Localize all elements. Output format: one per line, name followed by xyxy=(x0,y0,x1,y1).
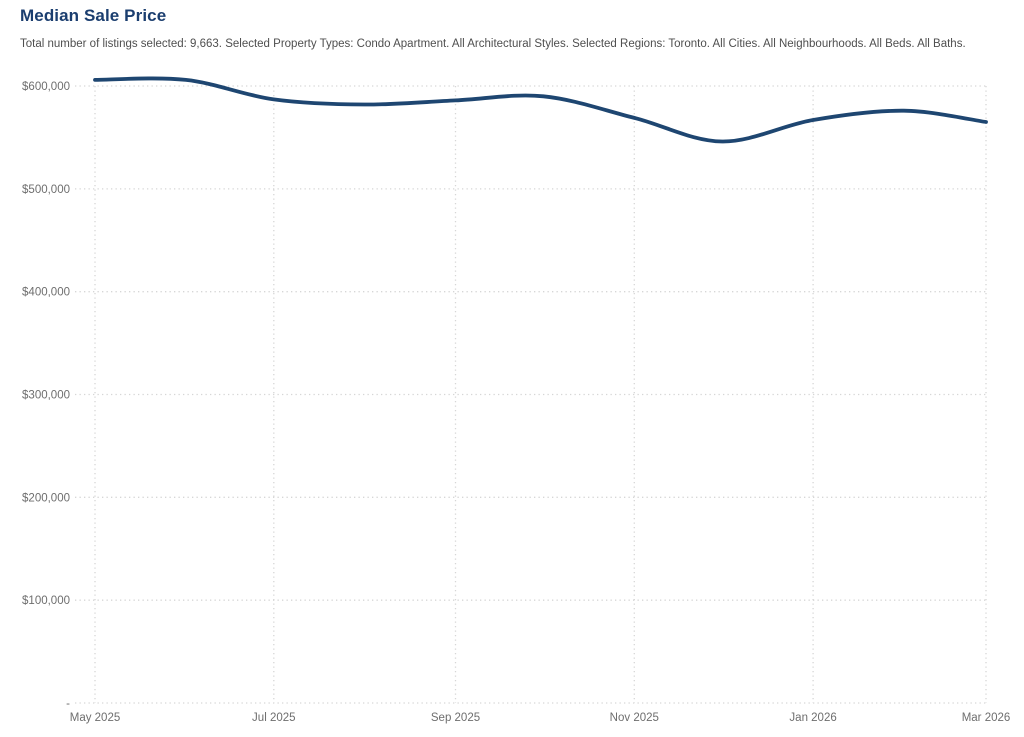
x-tick-label: Mar 2026 xyxy=(962,712,1011,724)
x-tick-label: Sep 2025 xyxy=(431,712,480,724)
y-tick-label: $100,000 xyxy=(22,595,70,607)
chart-title: Median Sale Price xyxy=(20,6,167,25)
y-tick-label: $300,000 xyxy=(22,390,70,402)
median-price-series-line xyxy=(93,76,988,144)
y-tick-label: $500,000 xyxy=(22,184,70,196)
chart-subtitle: Total number of listings selected: 9,663… xyxy=(20,38,966,50)
x-tick-label: Jan 2026 xyxy=(789,712,836,724)
y-zero-tick-label: - xyxy=(66,698,70,710)
y-tick-label: $400,000 xyxy=(22,287,70,299)
y-tick-label: $600,000 xyxy=(22,81,70,93)
x-tick-label: May 2025 xyxy=(70,712,121,724)
y-tick-label: $200,000 xyxy=(22,492,70,504)
x-tick-label: Jul 2025 xyxy=(252,712,295,724)
x-tick-label: Nov 2025 xyxy=(610,712,659,724)
